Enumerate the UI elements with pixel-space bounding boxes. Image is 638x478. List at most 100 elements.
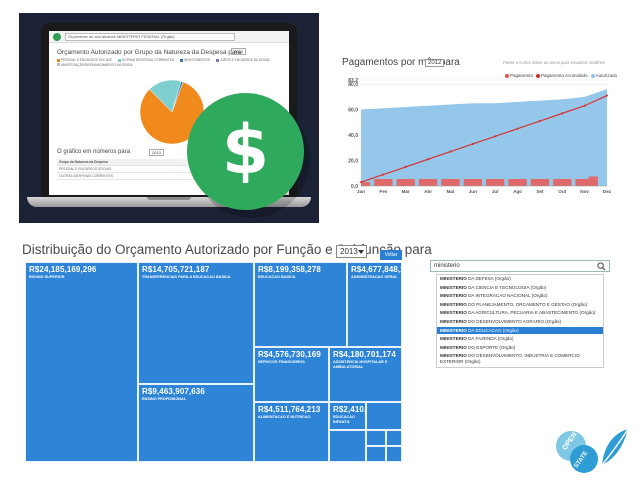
suggestion-match: MINISTERIO [440,301,467,307]
laptop-legend-item: JUROS E ENCARGOS DA DÍVIDA [215,58,270,63]
dollar-icon: $ [187,93,304,210]
search-suggestion-item[interactable]: MINISTERIO DA FAZENDA (Orgão) [437,335,603,344]
payments-year-select[interactable]: 2012 [425,59,445,67]
treemap-cell-small[interactable] [366,446,386,462]
search-suggestion-item[interactable]: MINISTERIO DA CIENCIA E TECNOLOGIA (Orgã… [437,284,603,293]
line-point[interactable] [538,119,542,123]
bar-pagamento[interactable] [361,182,371,186]
bar-pagamento[interactable] [374,178,393,186]
treemap-cell-value: R$2,410,3 [333,405,365,414]
treemap-cell-assistencia-hospitalar[interactable]: R$4,180,701,174 ASSISTENCIA HOSPITALAR E… [329,347,402,402]
search-icon[interactable] [597,262,606,271]
pie-slice[interactable] [171,80,184,113]
treemap-cell-small[interactable] [386,430,402,446]
search-suggestion-item[interactable]: MINISTERIO DO DESENVOLVIMENTO, INDUSTRIA… [437,352,603,367]
laptop-table: Grupo da Natureza da Despesa PESSOAL E E… [57,159,227,180]
line-point[interactable] [382,173,385,176]
treemap-title: Distribuição do Orçamento Autorizado por… [22,242,432,257]
series-line-acumulado[interactable] [360,94,608,183]
x-tick-label: Abr [424,189,432,194]
treemap-cell-ensino-superior[interactable]: R$24,185,169,296 ENSINO SUPERIOR [25,262,138,462]
line-point[interactable] [494,135,497,138]
line-point[interactable] [516,127,519,130]
line-point[interactable] [426,158,430,161]
treemap-cell-label: EDUCACAO BASICA [258,275,296,279]
bar-pagamento[interactable] [486,178,505,186]
laptop-chart-title: Orçamento Autorizado por Grupo da Nature… [57,49,242,56]
laptop-table-row: OUTRAS DESPESAS CORRENTES [57,173,227,180]
laptop-year-select-2[interactable]: 2013 [149,149,164,156]
line-point[interactable] [583,104,586,107]
x-tick-label: Jun [469,189,477,194]
treemap-cell-administracao-geral[interactable]: R$4,677,848,22 ADMINISTRACAO GERAL [347,262,402,347]
bar-pagamento[interactable] [441,178,460,186]
treemap-cell-value: R$4,677,848,22 [351,265,401,274]
payments-legend-item[interactable]: Pagamento [505,73,533,78]
search-suggestion-item[interactable]: MINISTERIO DO PLANEJAMENTO, ORCAMENTO E … [437,301,603,310]
suggestion-text: DA AGRICULTURA, PECUARIA E ABASTECIMENTO… [466,310,596,316]
treemap-cell-transferencias[interactable]: R$14,705,721,187 TRANSFERENCIAS PARA A E… [138,262,254,384]
treemap-cell-label: ENSINO PROFISSIONAL [142,397,187,401]
bar-pagamento[interactable] [418,178,438,186]
treemap-cell-educacao-infantil[interactable]: R$2,410,3 EDUCACAO INFANTIL [329,402,366,430]
series-area-autorizado[interactable] [361,89,607,186]
search-input[interactable]: ministerio [430,260,610,272]
line-point[interactable] [471,142,474,146]
suggestion-text: DA EDUCACAO (Orgão) [466,327,519,333]
bar-pagamento[interactable] [530,178,550,186]
laptop-pie-chart [139,79,205,145]
search-suggestion-item[interactable]: MINISTERIO DA EDUCACAO (Orgão) [437,326,603,336]
search-suggestion-item[interactable]: MINISTERIO DO DESENVOLVIMENTO AGRARIO (O… [437,318,603,327]
treemap-cell-value: R$9,463,907,636 [142,387,205,396]
treemap-cell-servicos-financeiros[interactable]: R$4,576,730,169 SERVICOS FINANCEIROS [254,347,329,402]
treemap-cell-value: R$14,705,721,187 [142,265,210,274]
treemap-cell-label: TRANSFERENCIAS PARA A EDUCACAO BASICA [142,275,231,279]
treemap-cell-alimentacao[interactable]: R$4,511,764,213 ALIMENTACAO E NUTRICAO [254,402,329,462]
search-suggestion-item[interactable]: MINISTERIO DA INTEGRACAO NACIONAL (Orgão… [437,292,603,301]
payments-area-chart: 0,0 20,0 40,0 60,0 80,083,2 Jan Fev Mar Abr Mai Ju… [348,78,612,194]
payments-legend-item[interactable]: Pagamento Acumulado [536,73,588,78]
treemap-cell-small[interactable] [366,402,402,430]
suggestion-text: DA CIENCIA E TECNOLOGIA (Orgão) [466,284,547,290]
payments-legend-item[interactable]: Autorizado [590,73,617,78]
laptop-numbers-title: O gráfico em números para [57,149,131,155]
treemap-back-button[interactable]: Voltar [380,250,402,260]
bar-pagamento[interactable] [553,178,572,186]
line-point[interactable] [404,165,407,168]
laptop-legend-item: AMORTIZAÇÃO/REFINANCIAMENTO DA DÍVIDA [57,63,133,68]
laptop-search-placeholder: Orçamento ao seu alcance [68,34,116,39]
search-suggestion-item[interactable]: MINISTERIO DO ESPORTE (Orgão) [437,344,603,353]
treemap-cell-value: R$8,199,358,278 [258,265,321,274]
search-suggestion-item[interactable]: MINISTERIO DA DEFESA (Orgão) [437,275,603,284]
legend-dot [590,73,595,78]
bar-pagamento[interactable] [575,178,594,186]
line-point[interactable] [449,150,452,153]
treemap-cell-small[interactable] [366,430,386,446]
laptop-search-value: MINISTÉRIO FEDERAL (Órgão) [116,34,175,39]
laptop-legend-item: PESSOAL E ENCARGOS SOCIAIS [57,58,112,63]
search-suggestion-item[interactable]: MINISTERIO DA AGRICULTURA, PECUARIA E AB… [437,309,603,318]
laptop-search-input[interactable]: Orçamento ao seu alcance MINISTÉRIO FEDE… [65,33,235,41]
treemap-year-select[interactable]: 2013 [336,245,367,258]
bar-pagamento[interactable] [396,178,415,186]
x-tick-label: Jul [492,189,499,194]
laptop-base [27,197,311,207]
dollar-symbol: $ [221,111,270,190]
treemap-cell-label: ASSISTENCIA HOSPITALAR E AMBULATORIAL [333,360,388,369]
bar-pagamento[interactable] [508,178,527,186]
treemap-cell-small[interactable] [329,430,366,462]
line-point[interactable] [605,94,609,97]
pie-slice[interactable] [139,81,205,145]
line-point[interactable] [359,181,363,184]
treemap-cell-small[interactable] [386,446,402,462]
line-point[interactable] [561,112,564,115]
laptop-legend-item: OUTRAS DESPESAS CORRENTES [117,58,174,63]
treemap-cell-educacao-basica[interactable]: R$8,199,358,278 EDUCACAO BASICA [254,262,347,347]
bar-pagamento[interactable] [463,178,482,186]
bar-pagamento[interactable] [588,176,598,186]
laptop-year-select[interactable]: 2013 [231,48,246,55]
laptop-table-header: Grupo da Natureza da Despesa [57,159,227,166]
treemap-cell-ensino-profissional[interactable]: R$9,463,907,636 ENSINO PROFISSIONAL [138,384,254,462]
treemap-cell-value: R$4,511,764,213 [258,405,321,414]
suggestion-text: DA INTEGRACAO NACIONAL (Orgão) [466,293,548,299]
